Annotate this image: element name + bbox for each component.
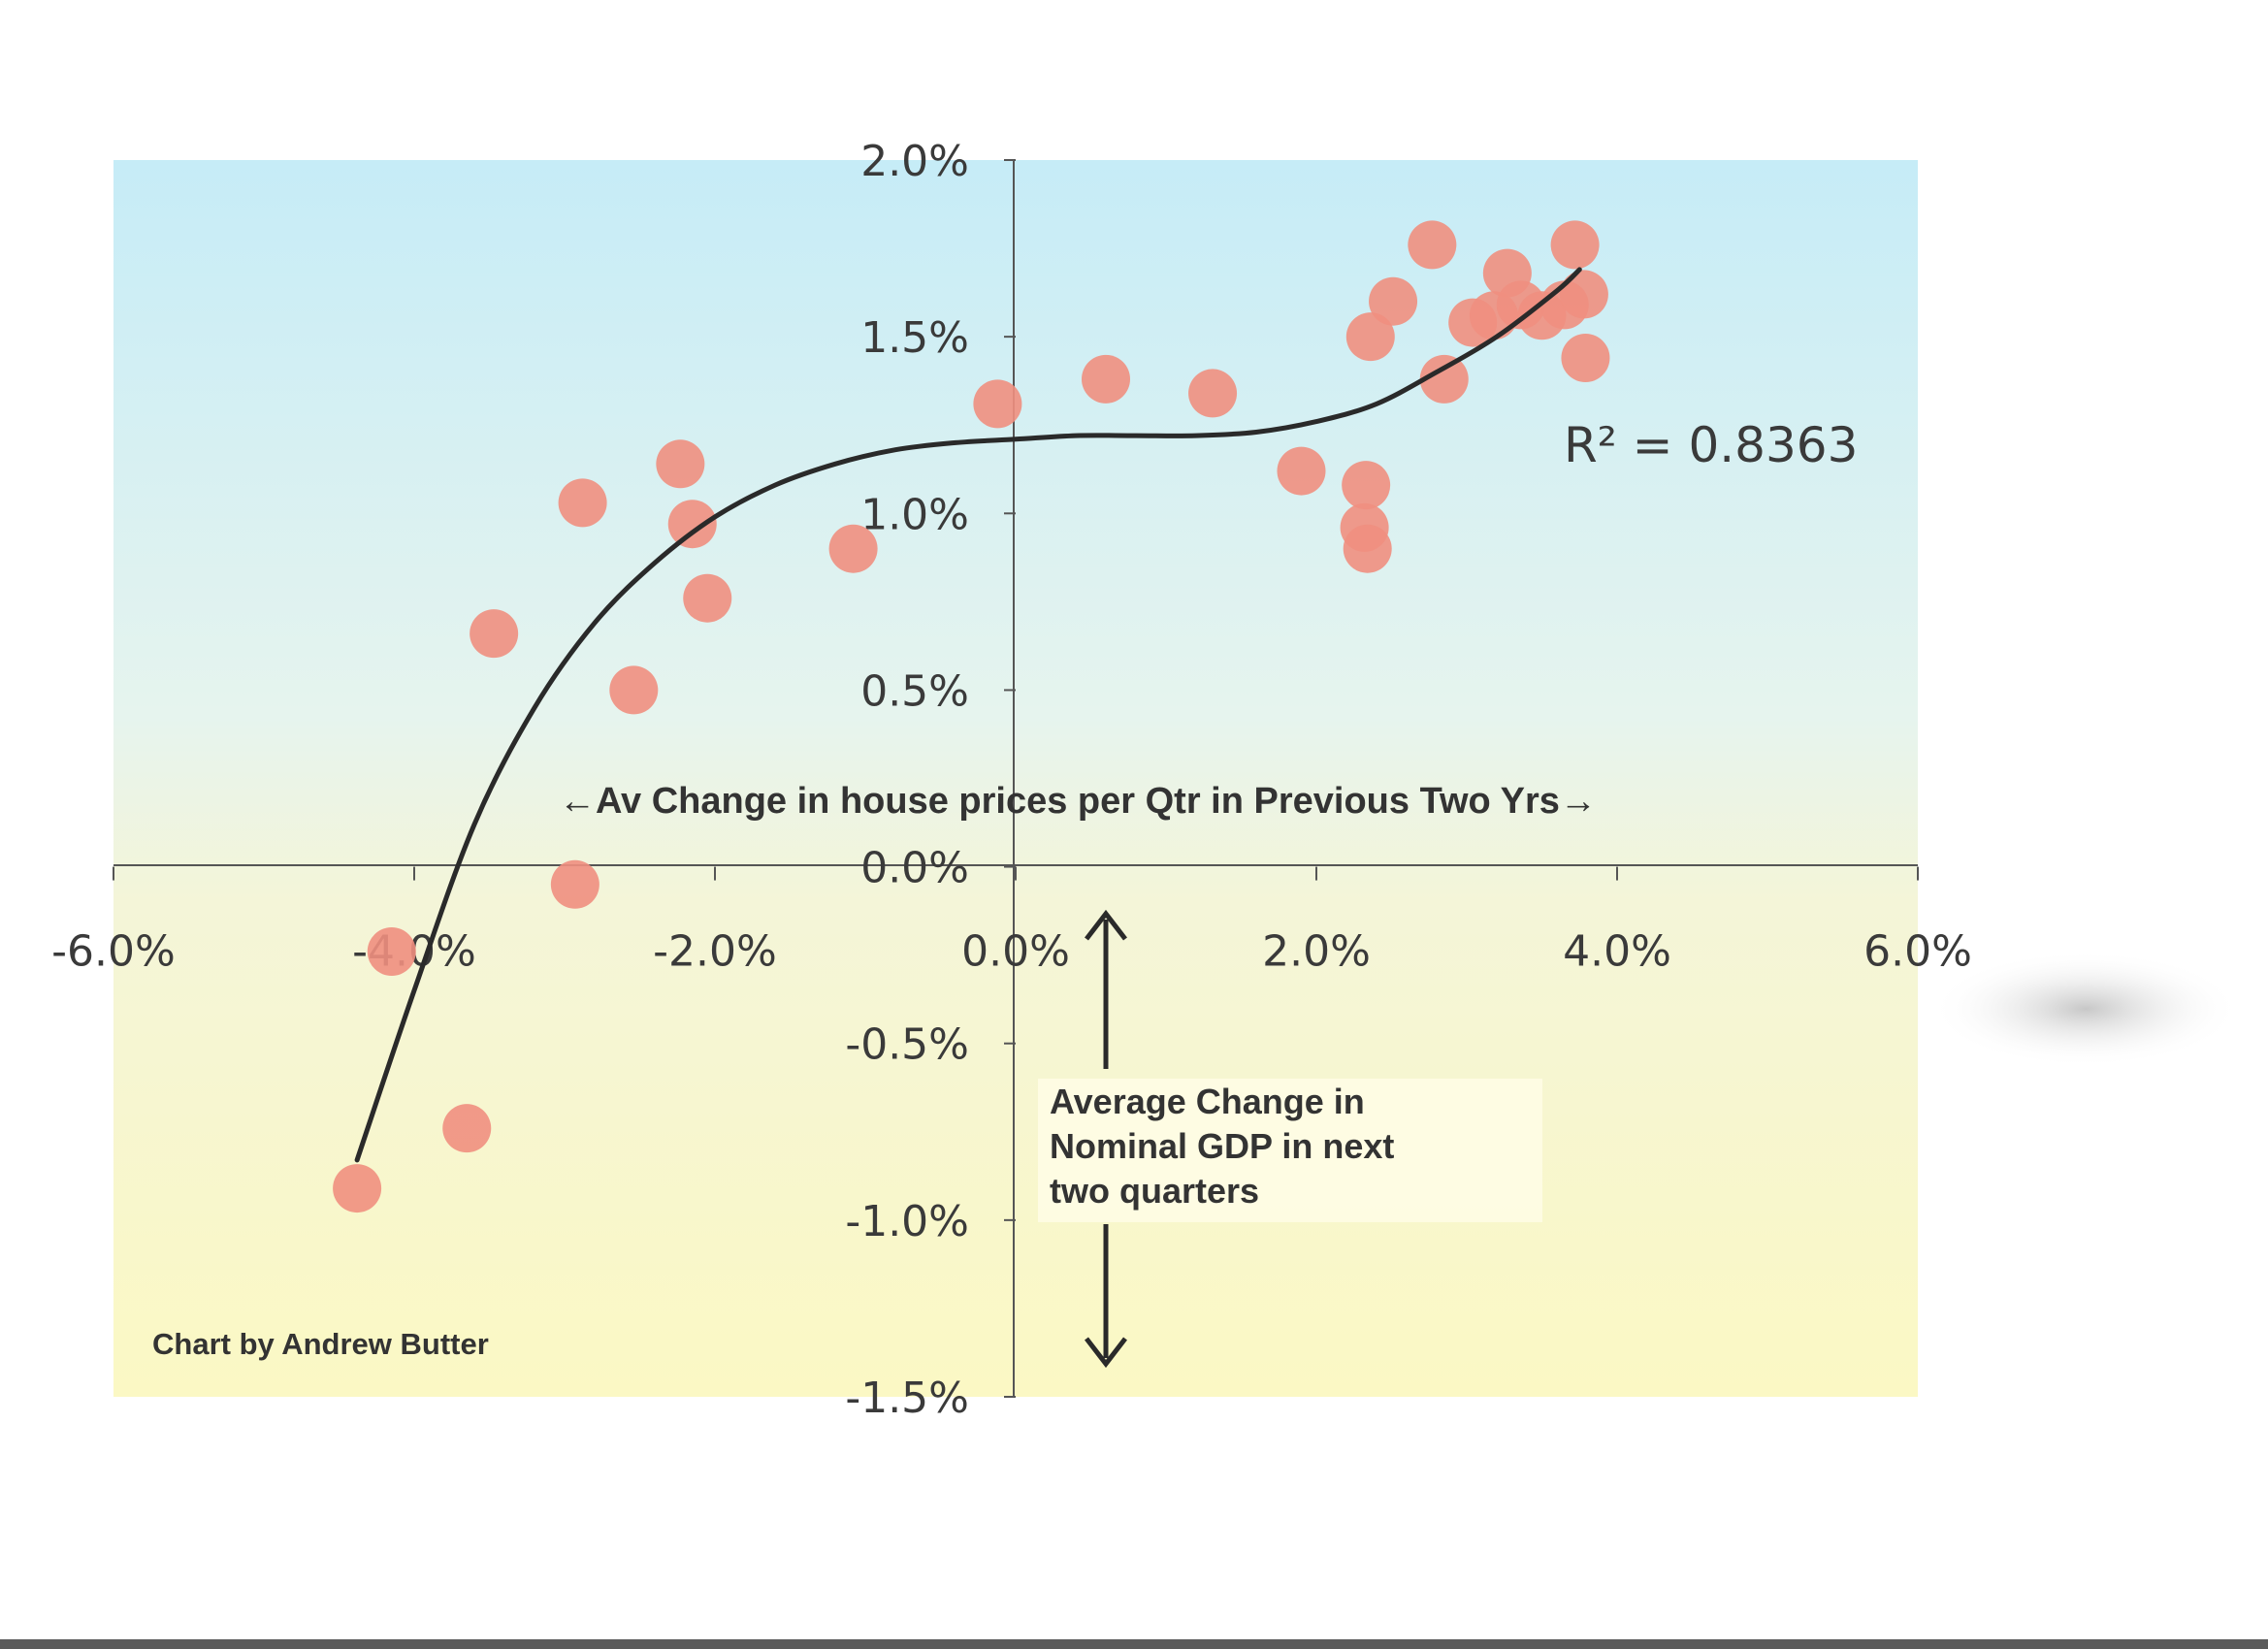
data-point [1342,461,1391,510]
y-axis-label-block: Average Change in Nominal GDP in next two … [1038,909,1542,1369]
data-point [973,379,1022,429]
y-tick-label: 2.0% [860,137,969,186]
plot-area [113,160,1918,1397]
data-point [470,609,519,659]
x-tick-label: 0.0% [961,927,1070,977]
x-axis-ticks: -6.0%-4.0%-2.0%0.0%2.0%4.0%6.0% [51,866,1972,977]
x-axis-label: ←Av Change in house prices per Qtr in Pr… [559,781,1597,822]
data-point [367,927,416,976]
data-point [1343,524,1392,573]
data-point [1277,446,1326,496]
data-point [1345,312,1395,362]
y-tick-label: 0.0% [860,844,969,893]
y-tick-label: 0.5% [860,666,969,716]
data-point [667,500,717,549]
data-point [828,524,878,573]
data-point [683,573,732,623]
data-point [609,665,659,715]
x-tick-label: 4.0% [1563,927,1671,977]
r-squared-annotation: R² = 0.8363 [1564,417,1858,473]
data-point [1369,276,1418,326]
data-point [1408,220,1457,270]
down-arrow-head [1085,1337,1127,1369]
x-tick-label: 2.0% [1262,927,1371,977]
x-tick-label: -6.0% [51,927,176,977]
y-tick-label: 1.0% [860,490,969,539]
data-point [550,859,599,909]
data-point [442,1104,492,1153]
y-tick-label: -0.5% [845,1020,969,1070]
y-axis-ticks: 2.0% 1.5% 1.0% 0.5% 0.0% -0.5% -1.0% -1.5% [845,137,1016,1423]
data-point [1082,354,1130,404]
y-tick-label: -1.5% [845,1374,969,1423]
data-point [1419,354,1469,404]
data-point [656,439,705,489]
up-arrow-head [1085,909,1127,941]
y-axis-label: Average Change in Nominal GDP in next two … [1050,1082,1394,1211]
data-point [1188,369,1238,418]
data-point [558,478,607,528]
x-tick-label: -2.0% [653,927,777,977]
scan-bottom-edge [0,1639,2268,1649]
data-point [1561,334,1610,382]
trend-line [354,267,1582,1163]
data-point [1559,270,1608,319]
y-label-box [1038,1079,1542,1222]
data-point [1550,220,1600,270]
y-tick-label: -1.0% [845,1197,969,1246]
chart-credit: Chart by Andrew Butter [152,1327,489,1361]
data-point [333,1164,382,1213]
y-tick-label: 1.5% [860,313,969,363]
data-points [333,220,1610,1213]
x-tick-label: 6.0% [1863,927,1972,977]
scan-shadow [1930,951,2241,1067]
